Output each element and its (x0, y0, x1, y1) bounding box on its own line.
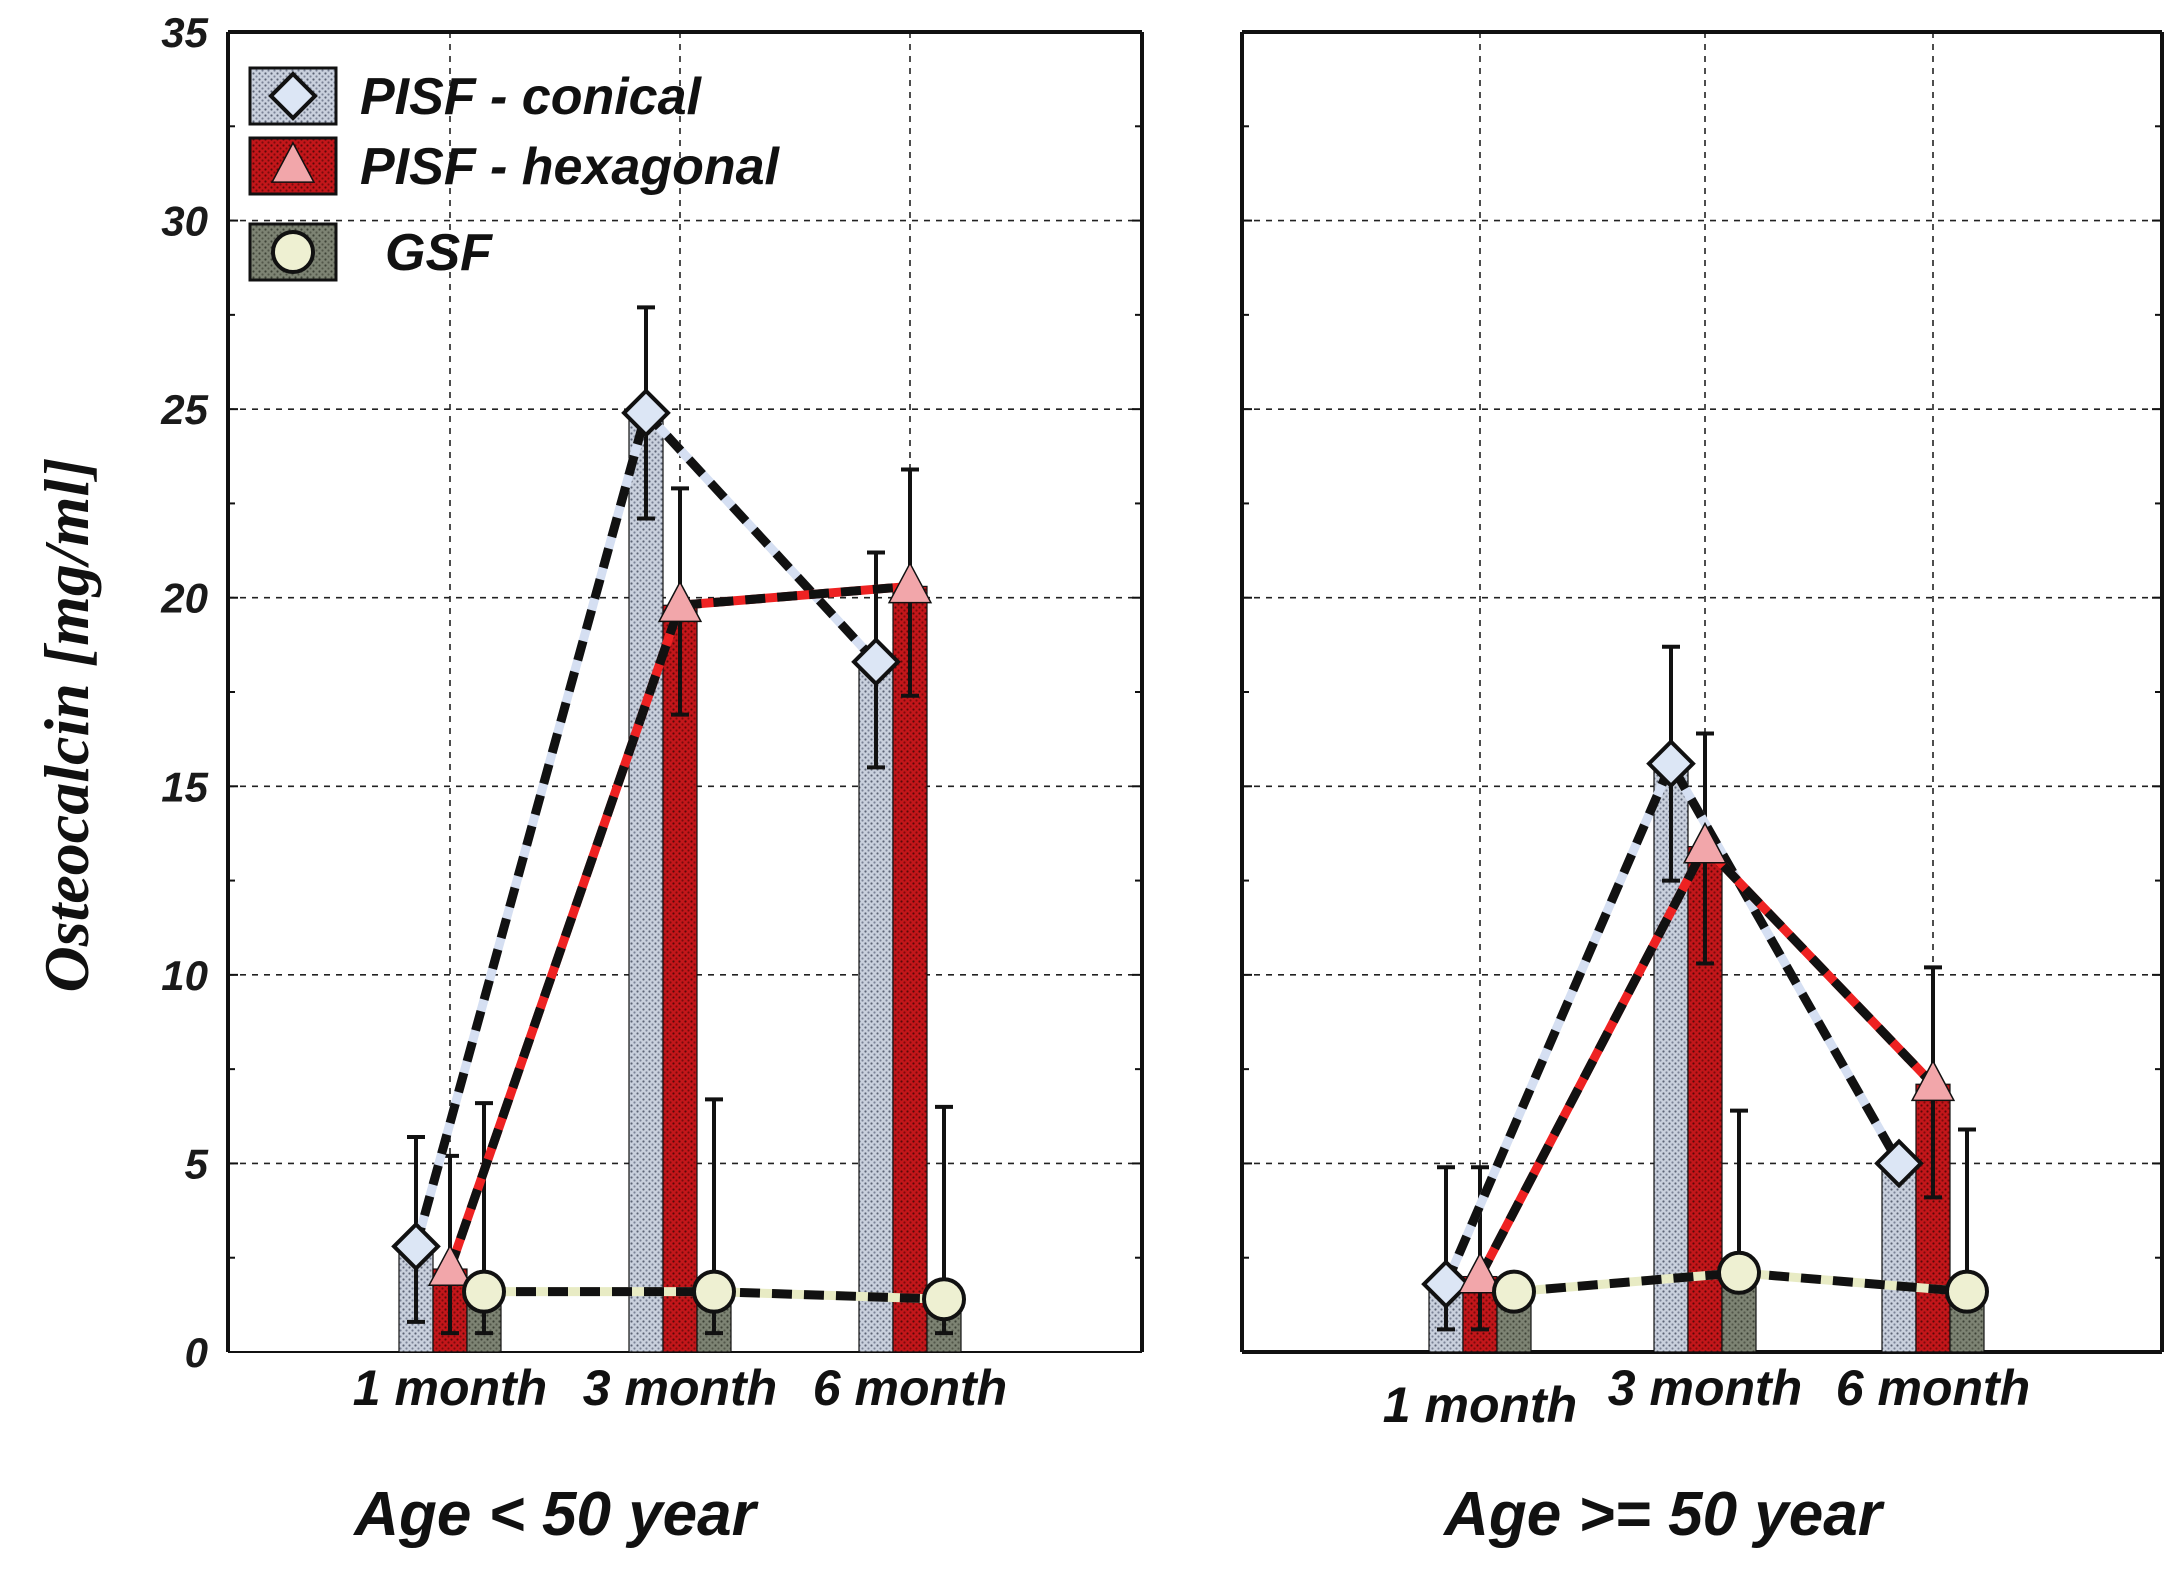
bar-1-2 (892, 585, 928, 1353)
marker-1-0 (1457, 1251, 1503, 1294)
marker-1-2 (1910, 1059, 1956, 1102)
category-label: 1 month (1383, 1377, 1577, 1433)
category-label: 6 month (813, 1360, 1007, 1416)
marker-1-1 (1682, 821, 1728, 864)
legend-label: PISF - hexagonal (360, 138, 781, 196)
marker-0-1 (621, 388, 671, 438)
group-label: Age >= 50 year (1442, 1480, 1885, 1549)
marker-2-0 (462, 1269, 506, 1314)
marker-2-1 (1717, 1250, 1761, 1295)
panel-age-50-and-over: 1 month 3 month 6 month Age >= 50 year (1240, 30, 2164, 1549)
y-tick-label: 0 (185, 1329, 208, 1376)
y-tick-label: 25 (160, 386, 208, 433)
y-tick-label: 10 (161, 952, 208, 999)
marker-0-1 (1646, 738, 1696, 789)
legend-label: GSF (385, 224, 493, 282)
y-tick-label: 20 (160, 575, 208, 622)
legend-marker (270, 141, 316, 183)
category-label: 3 month (1608, 1360, 1802, 1416)
axis-labels: Osteocalcin [mg/ml] (31, 457, 102, 992)
y-tick-label: 15 (161, 763, 208, 810)
series-line-dash (445, 581, 911, 1271)
marker-1-1 (657, 580, 703, 623)
y-tick-label: 35 (161, 9, 208, 56)
marker-0-2 (1874, 1138, 1924, 1189)
legend: PISF - conical PISF - hexagonal GSF (248, 66, 781, 282)
category-label: 1 month (353, 1360, 547, 1416)
legend-marker (271, 230, 315, 274)
marker-0-0 (1421, 1259, 1471, 1309)
bar-1-1 (662, 604, 698, 1353)
y-tick-label: 5 (185, 1140, 209, 1187)
panel-age-under-50: 0 5 10 15 20 25 30 35 1 month 3 month 6 month Age <… (160, 9, 1144, 1549)
marker-1-2 (887, 561, 933, 604)
bar-0-2 (858, 661, 894, 1353)
series-line-dash (1441, 753, 1903, 1286)
legend-marker (268, 71, 318, 121)
bar-0-2 (1881, 1162, 1917, 1353)
bar-0-1 (628, 412, 664, 1353)
marker-2-1 (692, 1269, 736, 1314)
marker-2-2 (922, 1277, 966, 1322)
y-axis-label: Osteocalcin [mg/ml] (31, 457, 102, 992)
marker-0-0 (391, 1221, 441, 1272)
marker-2-2 (1945, 1269, 1989, 1314)
category-label: 6 month (1836, 1360, 2030, 1416)
marker-2-0 (1492, 1269, 1536, 1314)
marker-0-2 (851, 637, 901, 687)
category-label: 3 month (583, 1360, 777, 1416)
marker-1-0 (427, 1244, 473, 1286)
group-label: Age < 50 year (352, 1480, 758, 1549)
y-tick-label: 30 (161, 198, 208, 245)
legend-label: PISF - conical (360, 68, 703, 126)
